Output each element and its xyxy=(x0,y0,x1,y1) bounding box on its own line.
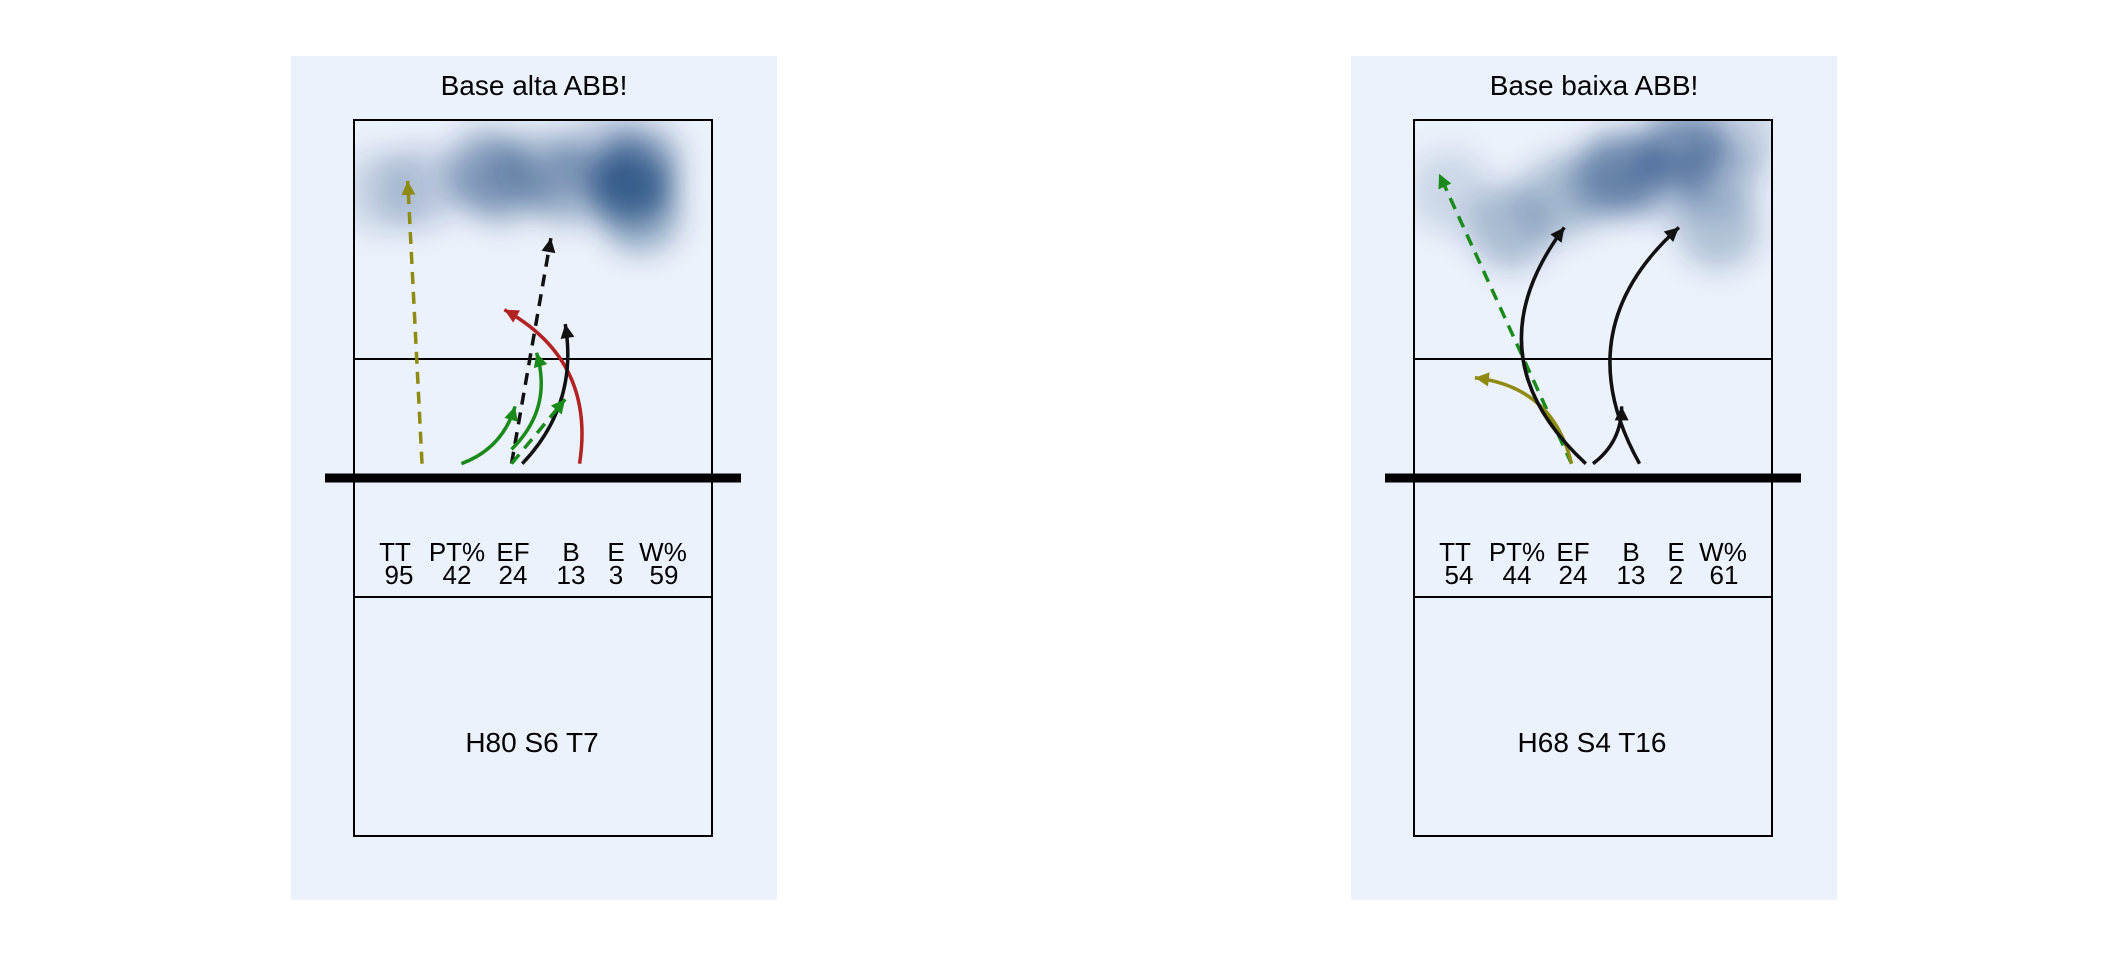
attack-arrows xyxy=(1437,172,1681,466)
stat-value-pt: 44 xyxy=(1503,560,1532,590)
stats-table: TT PT% EF B E W% 95 42 24 13 3 59 xyxy=(379,537,687,590)
stat-value-w: 61 xyxy=(1710,560,1739,590)
arrow-head xyxy=(504,406,518,422)
stat-header-e: E xyxy=(1667,537,1684,567)
attack-arrow xyxy=(510,398,567,465)
arrow-head xyxy=(550,399,566,415)
heat-blob xyxy=(354,149,422,234)
stat-value-pt: 42 xyxy=(443,560,472,590)
stat-value-e: 2 xyxy=(1669,560,1683,590)
stat-value-b: 13 xyxy=(557,560,586,590)
stat-value-w: 59 xyxy=(650,560,679,590)
attack-arrow xyxy=(1437,172,1574,465)
stat-value-ef: 24 xyxy=(499,560,528,590)
heat-blob xyxy=(598,171,683,256)
attack-arrow xyxy=(503,308,584,464)
court-panel-right: Base baixa ABB! TT PT% EF B E W% 54 44 2… xyxy=(1351,56,1837,900)
panel-title: Base alta ABB! xyxy=(441,70,628,101)
arrow-head xyxy=(1663,227,1679,242)
arrow-head xyxy=(504,309,520,323)
arrow-head xyxy=(560,324,575,340)
court-panel-left: Base alta ABB! TT PT% EF B E W% 95 42 24… xyxy=(291,56,777,900)
stat-header-b: B xyxy=(562,537,579,567)
stat-header-pt: PT% xyxy=(429,537,485,567)
stat-header-b: B xyxy=(1622,537,1639,567)
stat-header-tt: TT xyxy=(379,537,411,567)
stat-value-ef: 24 xyxy=(1559,560,1588,590)
heat-blob xyxy=(1551,142,1635,227)
stat-value-tt: 95 xyxy=(385,560,414,590)
stats-table: TT PT% EF B E W% 54 44 24 13 2 61 xyxy=(1439,537,1747,590)
stat-header-w: W% xyxy=(639,537,687,567)
attack-arrow xyxy=(520,323,570,465)
arrow-head xyxy=(1438,173,1452,190)
attack-arrow xyxy=(1519,226,1588,465)
attack-arrow xyxy=(405,180,424,464)
arrow-head xyxy=(533,352,548,369)
attack-arrow xyxy=(1608,226,1681,465)
panel-footer: H80 S6 T7 xyxy=(465,727,598,758)
stat-header-ef: EF xyxy=(496,537,529,567)
stat-header-ef: EF xyxy=(1556,537,1589,567)
panel-footer: H68 S4 T16 xyxy=(1518,727,1667,758)
heatmap xyxy=(1414,120,1772,270)
arrow-head xyxy=(1550,227,1565,243)
arrow-head xyxy=(541,238,556,254)
heat-blob xyxy=(1414,149,1492,234)
heat-blob xyxy=(1622,138,1707,223)
arrow-head xyxy=(401,180,416,196)
stat-header-pt: PT% xyxy=(1489,537,1545,567)
heat-blob xyxy=(1694,120,1772,180)
stat-header-w: W% xyxy=(1699,537,1747,567)
panel-title: Base baixa ABB! xyxy=(1490,70,1699,101)
stat-header-tt: TT xyxy=(1439,537,1471,567)
stat-value-b: 13 xyxy=(1617,560,1646,590)
attack-arrows xyxy=(401,180,584,466)
stat-value-e: 3 xyxy=(609,560,623,590)
attack-arrow xyxy=(509,237,553,464)
heatmap xyxy=(354,120,683,256)
stat-value-tt: 54 xyxy=(1445,560,1474,590)
arrow-head xyxy=(1474,372,1490,387)
stat-header-e: E xyxy=(607,537,624,567)
